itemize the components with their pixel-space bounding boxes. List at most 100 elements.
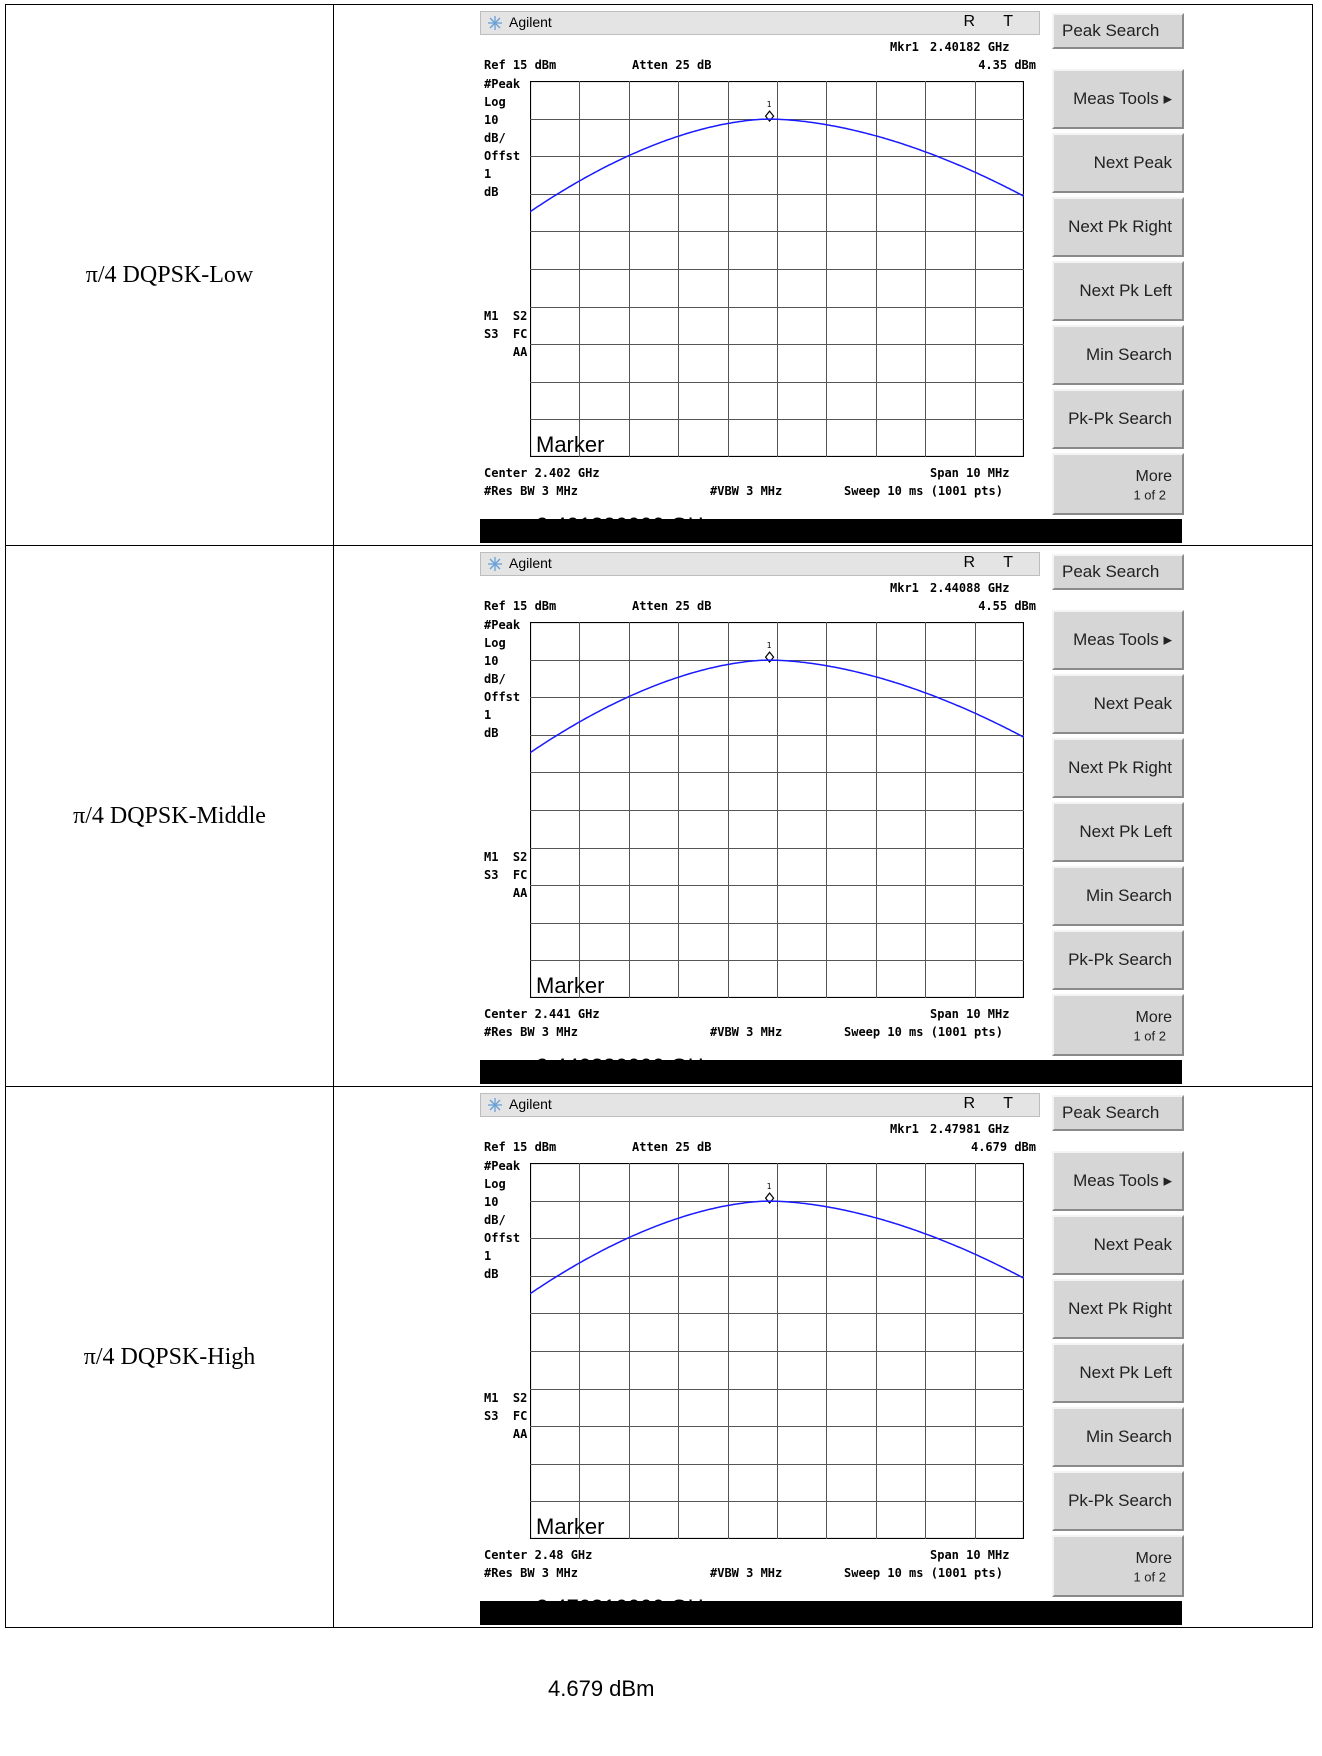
softkey-panel: Peak Search Meas Tools ▸ Next Peak Next Pk …	[1052, 11, 1184, 521]
softkey-panel: Peak Search Meas Tools ▸ Next Peak Next Pk …	[1052, 552, 1184, 1062]
softkey-meas-tools[interactable]: Meas Tools ▸	[1052, 69, 1184, 129]
softkey-label: Min Search	[1086, 1427, 1172, 1446]
softkey-min-search[interactable]: Min Search	[1052, 866, 1184, 926]
video-bandwidth: #VBW 3 MHz	[710, 1566, 783, 1580]
mode-label: π/4 DQPSK-Low	[5, 4, 334, 546]
softkey-label: Next Pk Right	[1068, 217, 1172, 236]
softkey-next-pk-left[interactable]: Next Pk Left	[1052, 1343, 1184, 1403]
status-rt: R T	[963, 554, 1025, 571]
spectrum-plot: 1	[530, 81, 1024, 457]
sweep-time: Sweep 10 ms (1001 pts)	[844, 1025, 1003, 1039]
scale-label: #Peak Log 10 dB/ Offst 1 dB	[484, 618, 521, 740]
marker-readout-label: Mkr1	[890, 581, 919, 595]
softkey-label: Next Pk Right	[1068, 758, 1172, 777]
softkey-meas-tools[interactable]: Meas Tools ▸	[1052, 610, 1184, 670]
table-row: π/4 DQPSK-Low Agilent R T Mkr1 2.40182 G…	[5, 4, 1313, 619]
softkey-next-peak[interactable]: Next Peak	[1052, 1215, 1184, 1275]
softkey-peak-search[interactable]: Peak Search	[1052, 13, 1184, 49]
center-frequency: Center 2.48 GHz	[484, 1548, 593, 1562]
softkey-next-pk-right[interactable]: Next Pk Right	[1052, 738, 1184, 798]
marker-annotation-title: Marker	[536, 432, 605, 457]
trace-mode-label: M1 S2 S3 FC AA	[484, 850, 528, 900]
spectrum-plot: 1	[530, 1163, 1024, 1539]
results-table: π/4 DQPSK-Low Agilent R T Mkr1 2.40182 G…	[5, 4, 1313, 1701]
softkey-meas-tools[interactable]: Meas Tools ▸	[1052, 1151, 1184, 1211]
softkey-label: Min Search	[1086, 345, 1172, 364]
ref-level: Ref 15 dBm	[484, 599, 557, 613]
brand-name: Agilent	[509, 14, 552, 30]
softkey-more[interactable]: More 1 of 2	[1052, 994, 1184, 1056]
softkey-next-pk-left[interactable]: Next Pk Left	[1052, 261, 1184, 321]
softkey-label: Meas Tools ▸	[1073, 630, 1172, 649]
analyzer-title-bar: Agilent R T	[480, 11, 1040, 35]
attenuation: Atten 25 dB	[632, 1140, 712, 1154]
softkey-label: Peak Search	[1062, 21, 1160, 40]
analyzer-cell: Agilent R T Mkr1 2.47981 GHz 4.679 dBm R…	[333, 1086, 1313, 1701]
analyzer-screen: Agilent R T Mkr1 2.44088 GHz 4.55 dBm Re…	[480, 552, 1184, 1160]
marker-annotation-title: Marker	[536, 973, 605, 998]
video-bandwidth: #VBW 3 MHz	[710, 1025, 783, 1039]
marker-readout-level: 4.55 dBm	[978, 599, 1036, 613]
softkey-peak-search[interactable]: Peak Search	[1052, 554, 1184, 590]
center-frequency: Center 2.402 GHz	[484, 466, 600, 480]
status-rt: R T	[963, 1095, 1025, 1112]
softkey-label: Peak Search	[1062, 562, 1160, 581]
ref-level: Ref 15 dBm	[484, 1140, 557, 1154]
center-frequency: Center 2.441 GHz	[484, 1007, 600, 1021]
softkey-min-search[interactable]: Min Search	[1052, 325, 1184, 385]
status-bar	[480, 519, 1182, 543]
softkey-label: Next Peak	[1093, 1235, 1172, 1254]
marker-annotation-level: 4.679 dBm	[548, 1676, 655, 1701]
trace-mode-label: M1 S2 S3 FC AA	[484, 1391, 528, 1441]
scale-label: #Peak Log 10 dB/ Offst 1 dB	[484, 77, 521, 199]
softkey-pk-pk-search[interactable]: Pk-Pk Search	[1052, 389, 1184, 449]
softkey-next-peak[interactable]: Next Peak	[1052, 674, 1184, 734]
analyzer-cell: Agilent R T Mkr1 2.40182 GHz 4.35 dBm Re…	[333, 4, 1313, 619]
mode-label: π/4 DQPSK-High	[5, 1086, 334, 1628]
softkey-label: Next Pk Left	[1079, 1363, 1172, 1382]
softkey-label: Next Peak	[1093, 153, 1172, 172]
spectrum-trace	[530, 659, 1024, 754]
softkey-label: Meas Tools ▸	[1073, 1171, 1172, 1190]
grid-lines	[530, 622, 1024, 998]
softkey-label: Next Pk Left	[1079, 822, 1172, 841]
sweep-time: Sweep 10 ms (1001 pts)	[844, 1566, 1003, 1580]
softkey-label: Next Peak	[1093, 694, 1172, 713]
marker-readout-level: 4.679 dBm	[970, 1140, 1036, 1154]
softkey-more[interactable]: More 1 of 2	[1052, 453, 1184, 515]
plot-area: 1 Marker 2.479810000 GHz 4.679 dBm	[530, 1163, 1042, 1701]
softkey-pk-pk-search[interactable]: Pk-Pk Search	[1052, 930, 1184, 990]
softkey-next-pk-right[interactable]: Next Pk Right	[1052, 197, 1184, 257]
resolution-bandwidth: #Res BW 3 MHz	[484, 1025, 578, 1039]
resolution-bandwidth: #Res BW 3 MHz	[484, 1566, 578, 1580]
marker-readout-freq: 2.40182 GHz	[930, 40, 1010, 54]
analyzer-title-bar: Agilent R T	[480, 552, 1040, 576]
status-rt: R T	[963, 13, 1025, 30]
softkey-more[interactable]: More 1 of 2	[1052, 1535, 1184, 1597]
softkey-label: More	[1135, 1009, 1172, 1026]
marker-readout-label: Mkr1	[890, 40, 919, 54]
trace-mode-label: M1 S2 S3 FC AA	[484, 309, 528, 359]
spectrum-trace	[530, 1200, 1024, 1295]
softkey-label: Peak Search	[1062, 1103, 1160, 1122]
softkey-label: Next Pk Right	[1068, 1299, 1172, 1318]
span: Span 10 MHz	[930, 1548, 1010, 1562]
attenuation: Atten 25 dB	[632, 599, 712, 613]
softkey-sublabel: 1 of 2	[1133, 1028, 1166, 1044]
softkey-label: More	[1135, 1550, 1172, 1567]
marker-readout-freq: 2.44088 GHz	[930, 581, 1010, 595]
softkey-label: Pk-Pk Search	[1068, 409, 1172, 428]
marker-readout-freq: 2.47981 GHz	[930, 1122, 1010, 1136]
analyzer-cell: Agilent R T Mkr1 2.44088 GHz 4.55 dBm Re…	[333, 545, 1313, 1160]
softkey-next-peak[interactable]: Next Peak	[1052, 133, 1184, 193]
softkey-label: Min Search	[1086, 886, 1172, 905]
softkey-peak-search[interactable]: Peak Search	[1052, 1095, 1184, 1131]
marker-readout-level: 4.35 dBm	[978, 58, 1036, 72]
softkey-min-search[interactable]: Min Search	[1052, 1407, 1184, 1467]
agilent-logo-icon	[488, 1098, 502, 1112]
softkey-next-pk-right[interactable]: Next Pk Right	[1052, 1279, 1184, 1339]
table-row: π/4 DQPSK-Middle Agilent R T Mkr1 2.4408…	[5, 545, 1313, 1160]
softkey-next-pk-left[interactable]: Next Pk Left	[1052, 802, 1184, 862]
analyzer-screen: Agilent R T Mkr1 2.40182 GHz 4.35 dBm Re…	[480, 11, 1184, 619]
softkey-pk-pk-search[interactable]: Pk-Pk Search	[1052, 1471, 1184, 1531]
